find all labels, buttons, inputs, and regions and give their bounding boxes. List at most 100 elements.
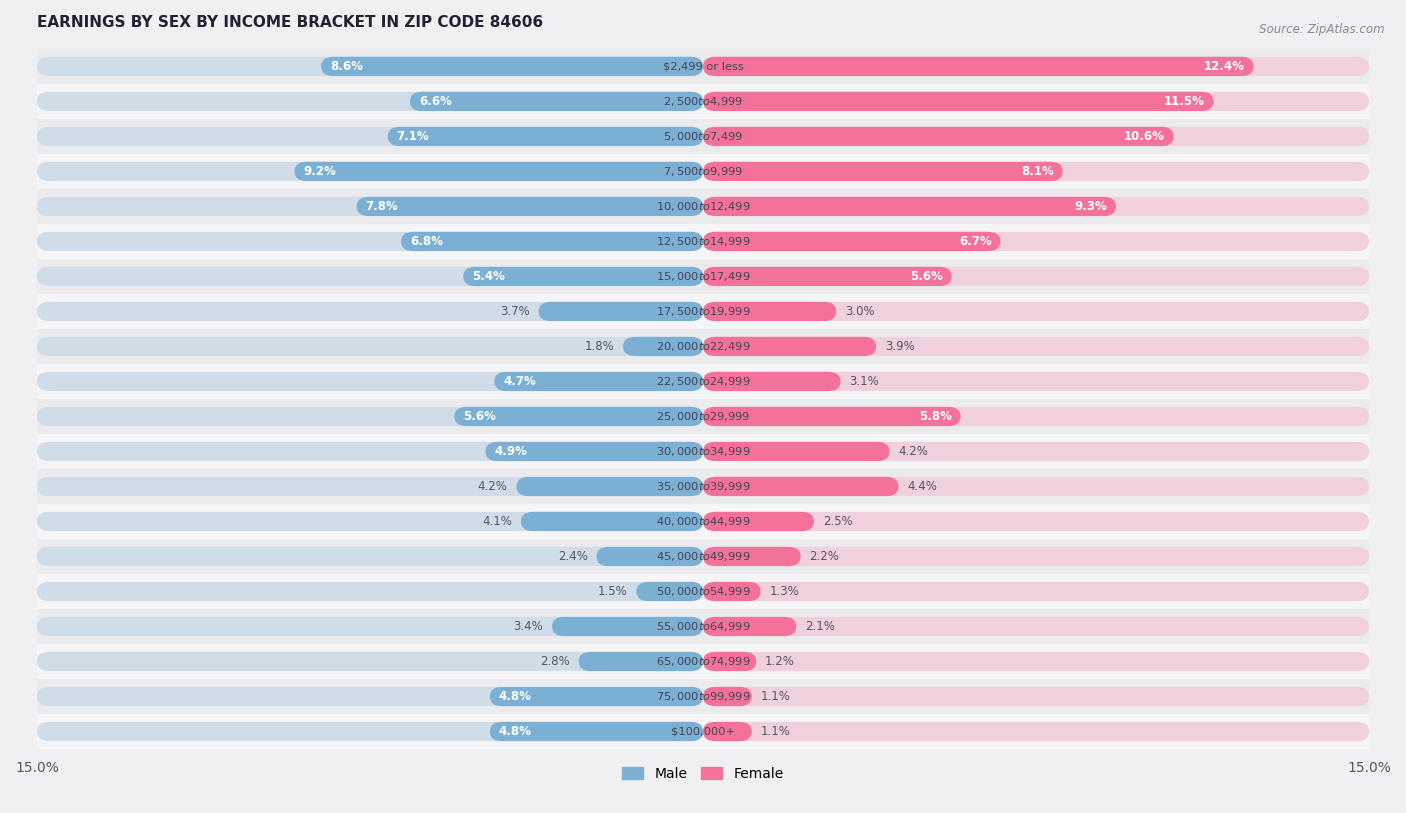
Bar xyxy=(37,119,1369,154)
Text: 3.0%: 3.0% xyxy=(845,305,875,318)
Text: $20,000 to $22,499: $20,000 to $22,499 xyxy=(655,340,751,353)
Text: 1.1%: 1.1% xyxy=(761,690,790,703)
Bar xyxy=(37,434,1369,469)
FancyBboxPatch shape xyxy=(703,477,1369,496)
Text: $45,000 to $49,999: $45,000 to $49,999 xyxy=(655,550,751,563)
FancyBboxPatch shape xyxy=(637,582,703,601)
FancyBboxPatch shape xyxy=(489,722,703,741)
Text: 6.7%: 6.7% xyxy=(959,235,991,248)
Text: 5.4%: 5.4% xyxy=(472,270,505,283)
Bar xyxy=(37,329,1369,364)
Text: 9.2%: 9.2% xyxy=(304,165,336,178)
Text: 2.5%: 2.5% xyxy=(823,515,852,528)
Text: 1.3%: 1.3% xyxy=(769,585,800,598)
FancyBboxPatch shape xyxy=(411,92,703,111)
Text: 4.4%: 4.4% xyxy=(907,480,938,493)
Text: $10,000 to $12,499: $10,000 to $12,499 xyxy=(655,200,751,213)
Bar xyxy=(37,294,1369,329)
FancyBboxPatch shape xyxy=(37,302,703,321)
Bar xyxy=(37,364,1369,399)
Text: 4.2%: 4.2% xyxy=(898,445,928,458)
FancyBboxPatch shape xyxy=(454,406,703,426)
FancyBboxPatch shape xyxy=(401,232,703,251)
Legend: Male, Female: Male, Female xyxy=(617,761,789,786)
Text: $55,000 to $64,999: $55,000 to $64,999 xyxy=(655,620,751,633)
FancyBboxPatch shape xyxy=(37,477,703,496)
Text: 10.6%: 10.6% xyxy=(1123,130,1164,143)
Text: 3.9%: 3.9% xyxy=(884,340,915,353)
FancyBboxPatch shape xyxy=(485,441,703,461)
FancyBboxPatch shape xyxy=(703,197,1369,216)
Text: 6.6%: 6.6% xyxy=(419,95,451,108)
FancyBboxPatch shape xyxy=(37,337,703,356)
FancyBboxPatch shape xyxy=(37,652,703,671)
FancyBboxPatch shape xyxy=(703,267,952,286)
FancyBboxPatch shape xyxy=(463,267,703,286)
Text: 7.8%: 7.8% xyxy=(366,200,398,213)
Text: $22,500 to $24,999: $22,500 to $24,999 xyxy=(655,375,751,388)
Text: 12.4%: 12.4% xyxy=(1204,60,1244,73)
Bar xyxy=(37,259,1369,294)
FancyBboxPatch shape xyxy=(703,722,752,741)
FancyBboxPatch shape xyxy=(37,372,703,391)
FancyBboxPatch shape xyxy=(703,57,1369,76)
FancyBboxPatch shape xyxy=(522,512,703,531)
Bar xyxy=(37,539,1369,574)
FancyBboxPatch shape xyxy=(703,582,1369,601)
FancyBboxPatch shape xyxy=(623,337,703,356)
FancyBboxPatch shape xyxy=(516,477,703,496)
FancyBboxPatch shape xyxy=(703,512,1369,531)
Text: $2,499 or less: $2,499 or less xyxy=(662,62,744,72)
Text: $35,000 to $39,999: $35,000 to $39,999 xyxy=(655,480,751,493)
FancyBboxPatch shape xyxy=(703,722,1369,741)
Text: 9.3%: 9.3% xyxy=(1074,200,1107,213)
FancyBboxPatch shape xyxy=(703,372,1369,391)
FancyBboxPatch shape xyxy=(703,232,1369,251)
Text: 8.6%: 8.6% xyxy=(330,60,363,73)
Text: $17,500 to $19,999: $17,500 to $19,999 xyxy=(655,305,751,318)
FancyBboxPatch shape xyxy=(703,687,1369,706)
FancyBboxPatch shape xyxy=(495,372,703,391)
Text: EARNINGS BY SEX BY INCOME BRACKET IN ZIP CODE 84606: EARNINGS BY SEX BY INCOME BRACKET IN ZIP… xyxy=(37,15,543,30)
Bar xyxy=(37,609,1369,644)
Text: 4.7%: 4.7% xyxy=(503,375,536,388)
Text: 1.8%: 1.8% xyxy=(585,340,614,353)
FancyBboxPatch shape xyxy=(703,582,761,601)
FancyBboxPatch shape xyxy=(538,302,703,321)
Bar xyxy=(37,154,1369,189)
Text: 7.1%: 7.1% xyxy=(396,130,429,143)
Text: 5.8%: 5.8% xyxy=(918,410,952,423)
FancyBboxPatch shape xyxy=(703,337,1369,356)
FancyBboxPatch shape xyxy=(703,687,752,706)
Text: 5.6%: 5.6% xyxy=(463,410,496,423)
FancyBboxPatch shape xyxy=(703,652,1369,671)
FancyBboxPatch shape xyxy=(37,617,703,636)
FancyBboxPatch shape xyxy=(703,92,1369,111)
FancyBboxPatch shape xyxy=(703,302,1369,321)
FancyBboxPatch shape xyxy=(579,652,703,671)
Text: 4.8%: 4.8% xyxy=(499,690,531,703)
Text: 1.5%: 1.5% xyxy=(598,585,627,598)
Text: $40,000 to $44,999: $40,000 to $44,999 xyxy=(655,515,751,528)
Bar xyxy=(37,189,1369,224)
Text: 1.2%: 1.2% xyxy=(765,655,794,668)
FancyBboxPatch shape xyxy=(703,372,841,391)
FancyBboxPatch shape xyxy=(37,127,703,146)
FancyBboxPatch shape xyxy=(37,512,703,531)
Bar xyxy=(37,504,1369,539)
Text: 3.1%: 3.1% xyxy=(849,375,879,388)
FancyBboxPatch shape xyxy=(553,617,703,636)
Text: $50,000 to $54,999: $50,000 to $54,999 xyxy=(655,585,751,598)
Text: 4.1%: 4.1% xyxy=(482,515,512,528)
FancyBboxPatch shape xyxy=(37,687,703,706)
FancyBboxPatch shape xyxy=(703,162,1369,181)
FancyBboxPatch shape xyxy=(596,547,703,566)
Text: 4.9%: 4.9% xyxy=(495,445,527,458)
Text: 2.8%: 2.8% xyxy=(540,655,569,668)
Bar xyxy=(37,644,1369,679)
FancyBboxPatch shape xyxy=(703,337,876,356)
FancyBboxPatch shape xyxy=(37,197,703,216)
FancyBboxPatch shape xyxy=(703,441,890,461)
FancyBboxPatch shape xyxy=(294,162,703,181)
Bar xyxy=(37,224,1369,259)
